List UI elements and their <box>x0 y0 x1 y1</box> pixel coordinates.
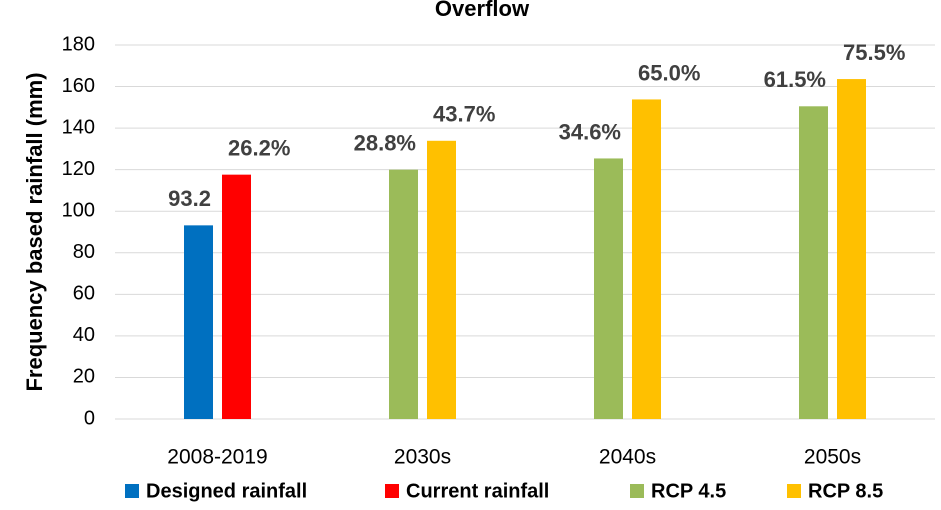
data-label: 34.6% <box>559 119 621 144</box>
legend-label: RCP 4.5 <box>651 480 726 502</box>
y-tick-label: 120 <box>62 158 95 180</box>
bar <box>594 158 623 420</box>
bar <box>632 99 661 419</box>
bar <box>184 225 213 419</box>
y-tick-label: 80 <box>73 241 95 263</box>
legend-swatch <box>125 484 139 498</box>
bar <box>799 106 828 420</box>
y-tick-label: 20 <box>73 366 95 388</box>
y-tick-label: 100 <box>62 200 95 222</box>
x-tick-label: 2008-2019 <box>167 446 267 469</box>
legend-label: Designed rainfall <box>146 480 307 502</box>
data-label: 75.5% <box>843 40 905 65</box>
x-tick-label: 2040s <box>599 446 656 469</box>
bar <box>427 140 456 419</box>
data-label: 43.7% <box>433 102 495 127</box>
y-tick-label: 160 <box>62 75 95 97</box>
x-tick-label: 2030s <box>394 446 451 469</box>
y-tick-label: 140 <box>62 116 95 138</box>
data-label: 61.5% <box>764 67 826 92</box>
x-tick-label: 2050s <box>804 446 861 469</box>
data-label: 93.2 <box>168 186 211 211</box>
y-axis-title: Frequency based rainfall (mm) <box>22 72 47 391</box>
legend-swatch <box>385 484 399 498</box>
legend-label: RCP 8.5 <box>808 480 883 502</box>
chart-title: Overflow <box>435 0 530 21</box>
y-tick-label: 60 <box>73 283 95 305</box>
data-label: 28.8% <box>354 130 416 155</box>
legend-swatch <box>787 484 801 498</box>
data-label: 26.2% <box>228 135 290 160</box>
legend-label: Current rainfall <box>406 480 549 502</box>
bar <box>222 174 251 419</box>
data-label: 65.0% <box>638 60 700 85</box>
y-tick-label: 0 <box>84 407 95 429</box>
y-tick-label: 40 <box>73 324 95 346</box>
bar <box>389 169 418 419</box>
legend-swatch <box>630 484 644 498</box>
bar <box>837 79 866 419</box>
y-tick-label: 180 <box>62 33 95 55</box>
